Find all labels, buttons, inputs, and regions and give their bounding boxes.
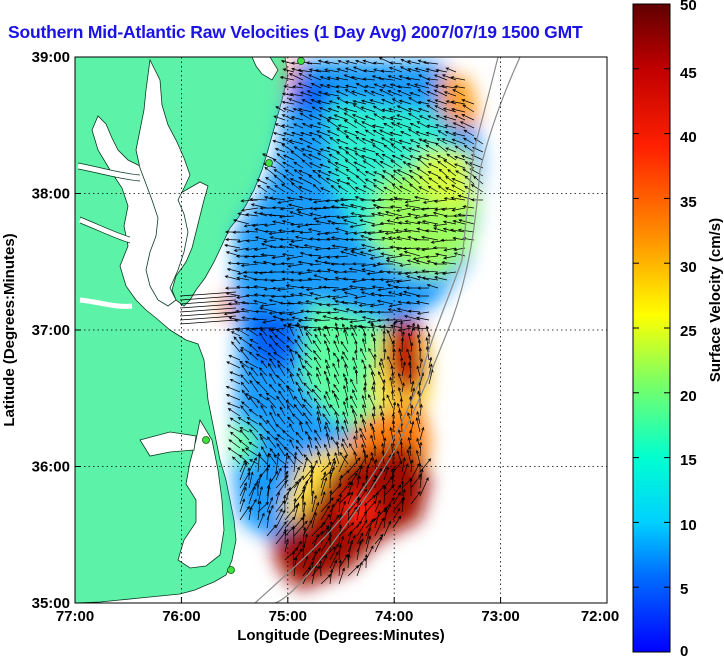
y-axis-label: Latitude (Degrees:Minutes) [1,233,18,426]
y-tick-label: 37:00 [32,322,70,339]
y-tick-label: 39:00 [32,49,70,66]
albemarle-sound [139,431,197,457]
station-marker [227,566,235,574]
chesapeake-bay [135,58,191,307]
river-lines [77,163,141,309]
land-mass [75,57,289,603]
colorbar-tick-label: 20 [680,388,697,405]
y-tick-labels: 39:00 38:00 37:00 36:00 35:00 [32,49,70,612]
tick-marks [74,56,608,604]
x-tick-label: 77:00 [56,608,94,625]
colorbar-tick-label: 10 [680,517,697,534]
station-marker [202,436,210,444]
map-title: Southern Mid-Atlantic Raw Velocities (1 … [8,22,583,42]
grid-lines [75,57,607,603]
x-tick-label: 73:00 [481,608,519,625]
colorbar-tick-label: 50 [680,0,697,14]
station-marker [265,159,273,167]
colorbar-tick-marks [633,3,670,653]
colorbar-tick-label: 30 [680,259,697,276]
pamlico-sound [177,418,225,569]
colorbar-tick-label: 40 [680,129,697,146]
x-tick-label: 75:00 [269,608,307,625]
radar-stations [202,57,305,574]
colorbar-tick-labels: 50 45 40 35 30 25 20 15 10 5 0 [680,0,697,659]
bathymetry-contour-2 [274,57,521,603]
y-tick-label: 35:00 [32,595,70,612]
x-tick-label: 72:00 [581,608,619,625]
x-axis-label: Longitude (Degrees:Minutes) [237,627,445,644]
y-tick-label: 36:00 [32,459,70,476]
colorbar-tick-label: 25 [680,323,697,340]
colorbar-label: Surface Velocity (cm/s) [707,218,724,382]
colorbar-tick-label: 0 [680,643,688,659]
x-tick-label: 74:00 [375,608,413,625]
x-tick-labels: 77:00 76:00 75:00 74:00 73:00 72:00 [56,608,619,625]
velocity-field [222,60,482,590]
velocity-vectors [179,57,484,585]
colorbar-tick-label: 5 [680,581,688,598]
river-lines-outline [77,162,141,244]
bathymetry-contour [254,57,499,603]
colorbar-tick-label: 15 [680,452,697,469]
delaware-bay [251,57,279,81]
station-marker [297,57,305,65]
colorbar-tick-label: 35 [680,194,697,211]
y-tick-label: 38:00 [32,186,70,203]
colorbar-tick-label: 45 [680,65,697,82]
x-tick-label: 76:00 [162,608,200,625]
